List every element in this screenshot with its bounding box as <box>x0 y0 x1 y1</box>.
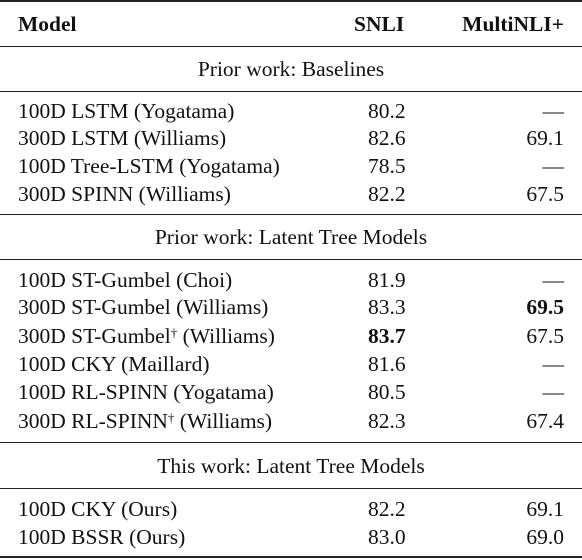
section-rule <box>0 91 582 93</box>
model-name: 100D CKY (Maillard) <box>18 352 210 376</box>
header-model: Model <box>18 12 77 36</box>
table-row: 100D CKY (Ours) 82.2 69.1 <box>0 495 582 523</box>
header-multinli: MultiNLI+ <box>462 12 564 36</box>
model-name: 300D SPINN (Williams) <box>18 182 231 206</box>
multinli-value: — <box>542 99 565 123</box>
table-row: 100D CKY (Maillard) 81.6 — <box>0 350 582 378</box>
section-title-prior-latent: Prior work: Latent Tree Models <box>154 225 428 249</box>
header-rule <box>0 46 582 48</box>
bottom-rule <box>0 556 582 558</box>
multinli-value: 67.4 <box>526 409 564 433</box>
model-name: 100D RL-SPINN (Yogatama) <box>18 380 274 404</box>
multinli-value: 69.0 <box>526 525 564 549</box>
snli-value: 82.2 <box>368 497 406 521</box>
dagger-mark: † <box>170 325 178 340</box>
multinli-value: — <box>542 380 565 404</box>
multinli-value: 69.1 <box>526 497 564 521</box>
model-name: 300D ST-Gumbel (Williams) <box>18 295 269 319</box>
model-name: 300D RL-SPINN† (Williams) <box>18 407 272 435</box>
section-rule <box>0 259 582 261</box>
top-rule <box>0 0 582 2</box>
snli-value-best: 83.7 <box>368 324 406 348</box>
model-name-text: 300D RL-SPINN <box>18 409 168 433</box>
snli-value: 81.9 <box>368 268 406 292</box>
snli-value: 78.5 <box>368 154 406 178</box>
model-name: 300D LSTM (Williams) <box>18 126 227 150</box>
model-name: 100D BSSR (Ours) <box>18 525 186 549</box>
snli-value: 83.0 <box>368 525 406 549</box>
model-name: 100D Tree-LSTM (Yogatama) <box>18 154 280 178</box>
table-row: 100D Tree-LSTM (Yogatama) 78.5 — <box>0 152 582 180</box>
section-title-baselines: Prior work: Baselines <box>197 57 385 81</box>
section-title-this-work: This work: Latent Tree Models <box>157 454 425 478</box>
multinli-value-best: 69.5 <box>526 295 564 319</box>
table-row: 100D LSTM (Yogatama) 80.2 — <box>0 97 582 125</box>
model-name: 100D LSTM (Yogatama) <box>18 99 235 123</box>
table-row: 300D LSTM (Williams) 82.6 69.1 <box>0 124 582 152</box>
model-name-text: 300D ST-Gumbel <box>18 324 171 348</box>
table-row: 100D BSSR (Ours) 83.0 69.0 <box>0 523 582 551</box>
multinli-value: 67.5 <box>526 182 564 206</box>
snli-value: 80.5 <box>368 380 406 404</box>
model-name: 100D CKY (Ours) <box>18 497 178 521</box>
multinli-value: 67.5 <box>526 324 564 348</box>
dagger-mark: † <box>167 410 175 425</box>
header-row: Model SNLI MultiNLI+ <box>0 10 582 38</box>
section-rule <box>0 488 582 490</box>
table-row: 300D RL-SPINN† (Williams) 82.3 67.4 <box>0 407 582 435</box>
model-name: 100D ST-Gumbel (Choi) <box>18 268 233 292</box>
multinli-value: — <box>542 352 565 376</box>
multinli-value: — <box>542 154 565 178</box>
snli-value: 81.6 <box>368 352 406 376</box>
snli-value: 82.3 <box>368 409 406 433</box>
snli-value: 80.2 <box>368 99 406 123</box>
model-name-suffix: (Williams) <box>177 324 275 348</box>
table-row: 100D ST-Gumbel (Choi) 81.9 — <box>0 266 582 294</box>
snli-value: 82.6 <box>368 126 406 150</box>
model-name-suffix: (Williams) <box>174 409 273 433</box>
table-row: 100D RL-SPINN (Yogatama) 80.5 — <box>0 378 582 406</box>
multinli-value: 69.1 <box>526 126 564 150</box>
table-row: 300D ST-Gumbel† (Williams) 83.7 67.5 <box>0 322 582 350</box>
multinli-value: — <box>542 268 565 292</box>
section-rule <box>0 214 582 216</box>
table-row: 300D SPINN (Williams) 82.2 67.5 <box>0 180 582 208</box>
snli-value: 83.3 <box>368 295 406 319</box>
section-rule <box>0 442 582 444</box>
header-snli: SNLI <box>354 12 405 36</box>
table-row: 300D ST-Gumbel (Williams) 83.3 69.5 <box>0 293 582 321</box>
snli-value: 82.2 <box>368 182 406 206</box>
model-name: 300D ST-Gumbel† (Williams) <box>18 322 275 350</box>
